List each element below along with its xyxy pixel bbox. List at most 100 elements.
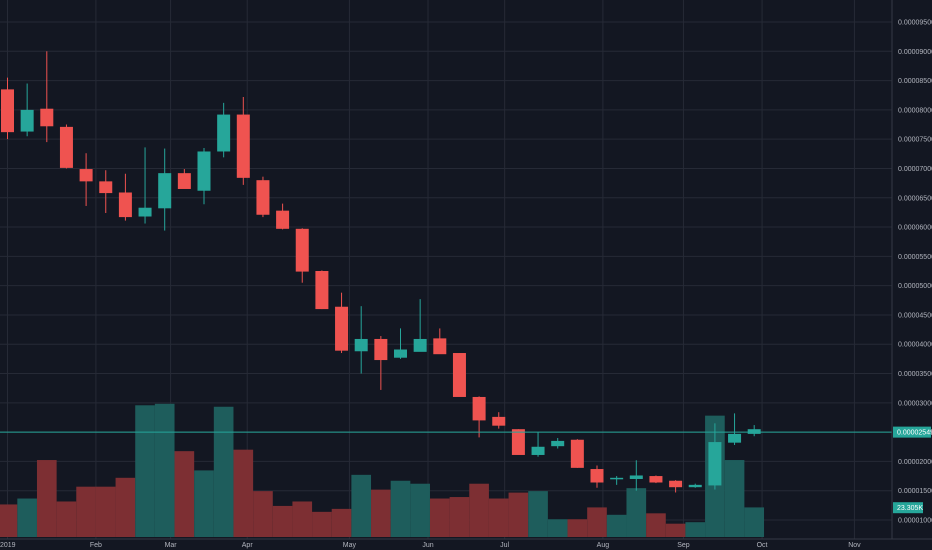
- volume-bar: [194, 470, 214, 537]
- volume-bar: [174, 451, 195, 537]
- volume-bar: [547, 519, 568, 537]
- price-tick-label: 0.00003000: [898, 400, 932, 407]
- last-price-badge: [893, 426, 931, 438]
- volume-bar: [371, 489, 391, 537]
- last-price-label: 0.00002549: [897, 430, 932, 437]
- price-tick-label: 0.00008500: [898, 78, 932, 85]
- candle-body: [256, 180, 270, 215]
- time-tick-label: Mar: [165, 542, 178, 549]
- price-tick-label: 0.00001000: [898, 518, 932, 525]
- volume-bar: [469, 483, 489, 537]
- candle-body: [472, 396, 486, 421]
- candle-body: [649, 476, 663, 483]
- candle-body: [570, 439, 584, 468]
- candle-body: [197, 151, 211, 191]
- candle-body: [276, 210, 290, 229]
- candle-body: [118, 192, 132, 218]
- volume-bar: [685, 522, 706, 537]
- candle-body: [433, 338, 447, 355]
- price-tick-label: 0.00007500: [898, 137, 932, 144]
- candle-body: [217, 114, 231, 152]
- volume-bar: [17, 498, 37, 537]
- candle-body: [20, 109, 34, 132]
- candle-body: [610, 477, 624, 480]
- candle-body: [158, 173, 172, 209]
- candle-body: [354, 338, 368, 352]
- candle-body: [335, 306, 349, 351]
- price-tick-label: 0.00009000: [898, 49, 932, 56]
- time-tick-label: Apr: [242, 542, 254, 549]
- volume-bar: [744, 507, 765, 537]
- candle-body: [413, 338, 427, 352]
- volume-bar: [233, 449, 254, 537]
- volume-bar: [331, 508, 352, 537]
- volume-bar: [292, 501, 313, 537]
- time-tick-label: Aug: [597, 542, 610, 549]
- price-tick-label: 0.00006500: [898, 195, 932, 202]
- candle-body: [747, 429, 761, 434]
- candle-body: [669, 480, 683, 488]
- volume-bar: [724, 460, 745, 537]
- volume-bar: [213, 406, 234, 537]
- candle-body: [394, 349, 407, 358]
- volume-bar: [488, 498, 509, 537]
- time-axis[interactable]: 2019 Feb Mar Apr May Jun Jul Aug Sep Oct Nov: [0, 542, 861, 549]
- candles: [1, 51, 761, 493]
- candle-body: [551, 440, 565, 447]
- time-tick-label: Jul: [500, 542, 509, 549]
- volume-bar: [646, 513, 666, 537]
- price-tick-label: 0.00005500: [898, 254, 932, 261]
- price-tick-label: 0.00005000: [898, 283, 932, 290]
- volume-bar: [665, 523, 686, 537]
- candle-body: [59, 126, 73, 168]
- candle-body: [728, 433, 742, 443]
- volume-bar: [508, 492, 529, 537]
- candle-body: [590, 469, 604, 483]
- volume-bars: [0, 403, 765, 537]
- candle-body: [452, 353, 466, 397]
- price-tick-label: 0.00006000: [898, 225, 932, 232]
- candle-body: [79, 169, 93, 182]
- price-tick-label: 0.00008000: [898, 107, 932, 114]
- volume-bar: [253, 491, 273, 537]
- price-tick-label: 0.00003500: [898, 371, 932, 378]
- candle-body: [708, 442, 722, 486]
- candle-body: [236, 114, 250, 178]
- time-tick-label: Sep: [677, 542, 690, 549]
- volume-bar: [115, 477, 136, 537]
- candle-body: [177, 173, 191, 189]
- price-tick-label: 0.00002000: [898, 459, 932, 466]
- candle-body: [531, 446, 545, 455]
- volume-bar: [312, 511, 332, 537]
- candle-body: [315, 271, 329, 310]
- volume-label: 23.305K: [897, 505, 923, 512]
- volume-bar: [56, 501, 77, 537]
- candle-body: [629, 475, 643, 479]
- price-tick-label: 0.00004000: [898, 342, 932, 349]
- volume-bar: [272, 505, 293, 537]
- volume-bar: [390, 480, 411, 537]
- candle-body: [138, 207, 152, 217]
- price-tick-label: 0.00004500: [898, 312, 932, 319]
- volume-bar: [429, 498, 450, 537]
- time-tick-label: Feb: [90, 542, 102, 549]
- candle-body: [295, 228, 309, 272]
- time-tick-label: Nov: [848, 542, 861, 549]
- volume-bar: [449, 497, 470, 537]
- volume-bar: [410, 483, 430, 537]
- price-tick-label: 0.00007000: [898, 166, 932, 173]
- candle-body: [492, 416, 506, 426]
- volume-bar: [76, 486, 96, 537]
- candle-body: [40, 108, 54, 127]
- volume-bar: [36, 460, 57, 537]
- volume-bar: [587, 507, 607, 537]
- volume-bar: [567, 519, 588, 537]
- volume-bar: [528, 491, 548, 537]
- price-tick-label: 0.00001500: [898, 488, 932, 495]
- volume-bar: [351, 474, 372, 537]
- time-tick-label: Jun: [422, 542, 433, 549]
- time-tick-label: May: [343, 542, 357, 549]
- candle-body: [511, 429, 525, 455]
- candle-body: [374, 338, 388, 361]
